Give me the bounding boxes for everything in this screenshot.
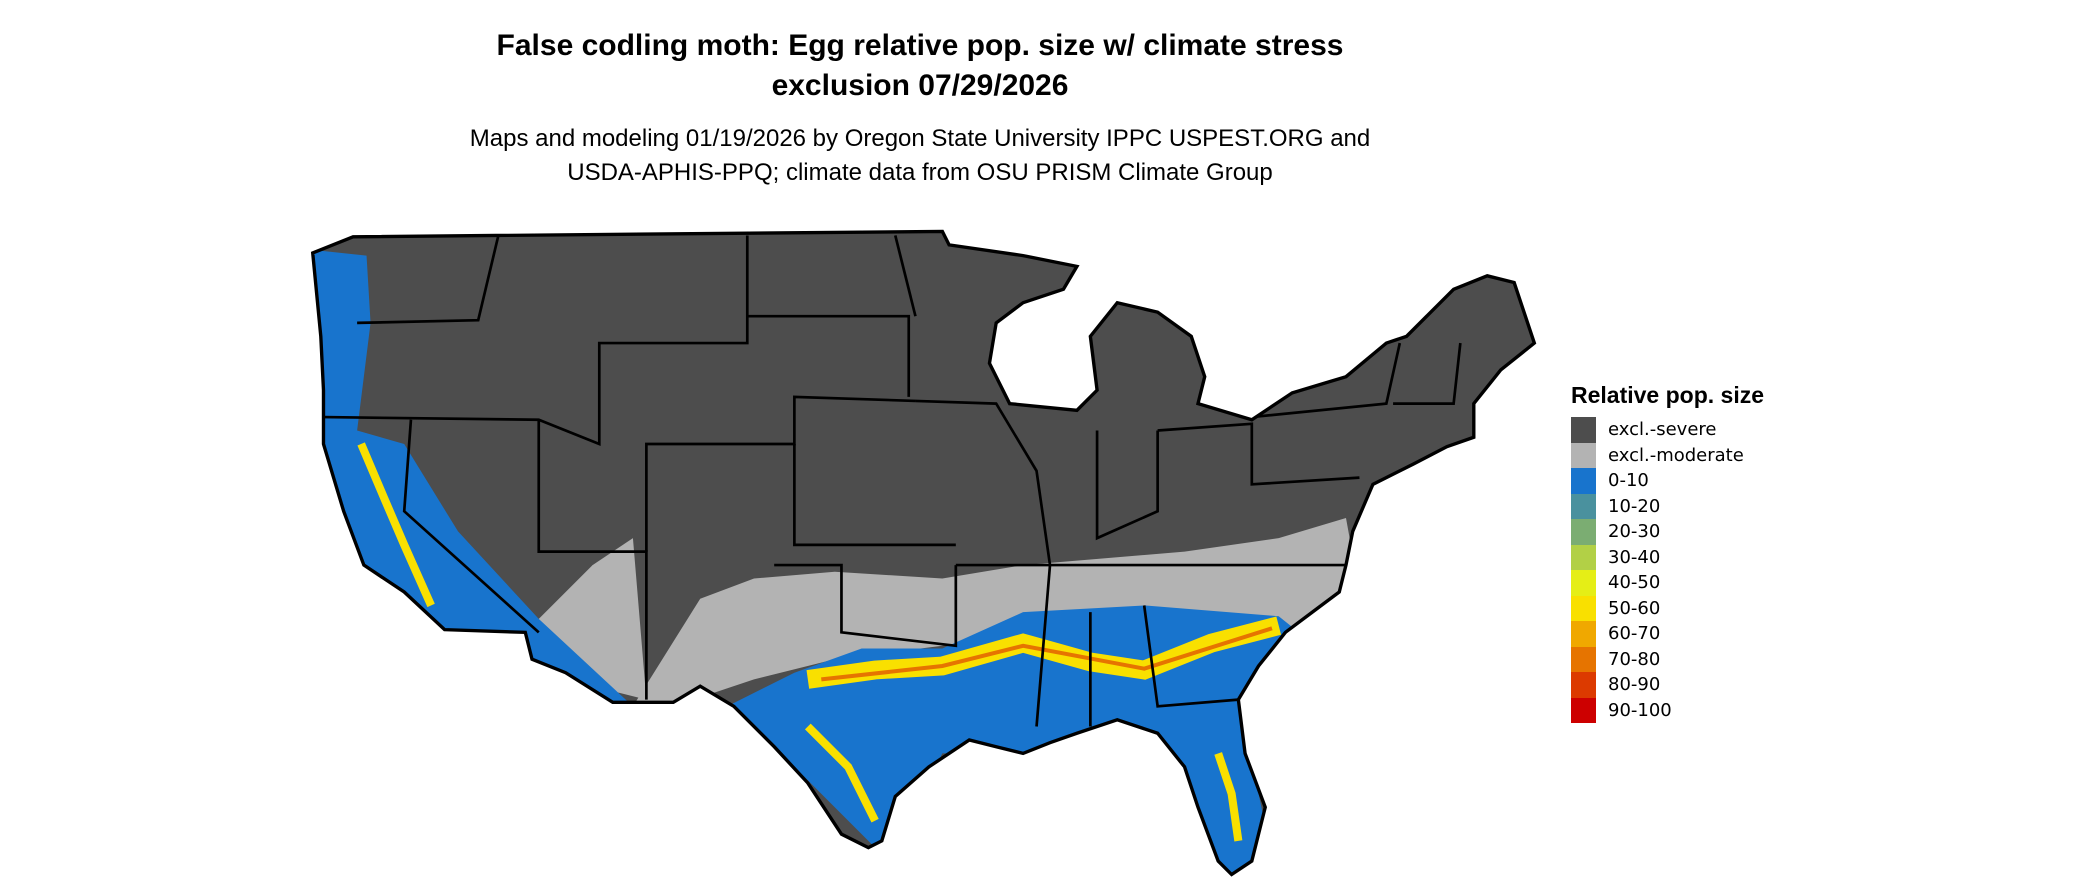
state-line — [793, 443, 956, 547]
legend-item: 20-30 — [1571, 519, 1764, 545]
legend-swatch — [1571, 570, 1596, 596]
state-line — [537, 419, 648, 700]
legend-title: Relative pop. size — [1571, 382, 1765, 408]
state-line — [402, 419, 540, 634]
legend-item: 10-20 — [1571, 493, 1764, 519]
state-line — [893, 235, 917, 317]
legend-label: 20-30 — [1608, 521, 1661, 543]
legend-swatch — [1571, 493, 1596, 519]
legend-label: 90-100 — [1608, 699, 1672, 721]
region-50-60-florida — [1214, 752, 1243, 842]
legend-swatch — [1571, 595, 1596, 621]
legend-item: 50-60 — [1571, 595, 1764, 621]
legend-swatch — [1571, 442, 1596, 468]
legend-label: 40-50 — [1608, 572, 1661, 594]
legend-item: 0-10 — [1571, 468, 1764, 494]
region-50-60-california — [357, 442, 435, 608]
legend-swatch — [1571, 646, 1596, 672]
region-50-60-texas — [804, 723, 879, 823]
state-line — [774, 563, 958, 648]
legend-label: excl.-moderate — [1608, 444, 1744, 466]
legend-item: excl.-severe — [1571, 417, 1764, 443]
legend-swatch — [1571, 672, 1596, 698]
state-line — [1393, 342, 1462, 405]
legend-item: 90-100 — [1571, 697, 1764, 723]
state-line — [747, 314, 911, 397]
legend-label: 80-90 — [1608, 674, 1661, 696]
legend-swatch — [1571, 417, 1596, 443]
map-subtitle-line-1: Maps and modeling 01/19/2026 by Oregon S… — [469, 125, 1371, 152]
state-line — [323, 235, 749, 446]
legend-label: 10-20 — [1608, 495, 1661, 517]
state-boundaries — [323, 235, 1462, 727]
state-line — [357, 235, 500, 325]
state-line — [1095, 430, 1159, 541]
state-line — [1157, 422, 1360, 486]
legend-label: 50-60 — [1608, 597, 1661, 619]
legend-swatch — [1571, 544, 1596, 570]
legend-label: excl.-severe — [1608, 419, 1717, 441]
legend-label: 60-70 — [1608, 623, 1661, 645]
legend-label: 70-80 — [1608, 648, 1661, 670]
map-subtitle-line-2: USDA-APHIS-PPQ; climate data from OSU PR… — [567, 159, 1273, 186]
legend-label: 0-10 — [1608, 470, 1649, 492]
state-line — [1142, 605, 1239, 708]
legend-item: 60-70 — [1571, 621, 1764, 647]
legend-swatch — [1571, 519, 1596, 545]
legend-item: excl.-moderate — [1571, 442, 1764, 468]
state-line — [915, 399, 1052, 566]
legend-item: 30-40 — [1571, 544, 1764, 570]
legend-item: 40-50 — [1571, 570, 1764, 596]
legend-label: 30-40 — [1608, 546, 1661, 568]
legend-swatch — [1571, 697, 1596, 723]
state-line — [1035, 564, 1052, 727]
legend-item: 70-80 — [1571, 646, 1764, 672]
map-title-line-1: False codling moth: Egg relative pop. si… — [496, 29, 1344, 62]
legend: Relative pop. size excl.-severe excl.-mod… — [1571, 382, 1764, 723]
legend-swatch — [1571, 468, 1596, 494]
legend-swatch — [1571, 621, 1596, 647]
state-line — [1251, 342, 1402, 419]
region-70-80-band — [821, 626, 1273, 682]
legend-item: 80-90 — [1571, 672, 1764, 698]
map-title-line-2: exclusion 07/29/2026 — [771, 69, 1069, 102]
